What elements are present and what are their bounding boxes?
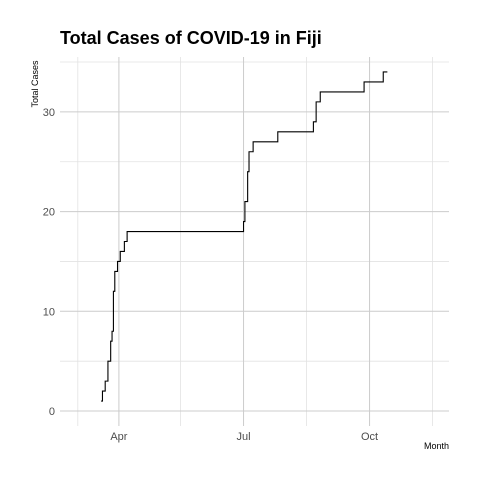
y-tick-label: 20 (43, 207, 55, 219)
y-tick-label: 30 (43, 107, 55, 119)
chart-title: Total Cases of COVID-19 in Fiji (60, 28, 322, 48)
x-axis-label: Month (424, 441, 449, 451)
y-axis-label: Total Cases (30, 60, 40, 108)
y-tick-label: 10 (43, 306, 55, 318)
x-tick-label: Apr (110, 431, 127, 443)
x-tick-label: Oct (361, 431, 378, 443)
y-tick-label: 0 (49, 406, 55, 418)
series-line-total-cases (101, 71, 388, 402)
y-axis: 0 10 20 30 (43, 107, 55, 418)
x-axis: Apr Jul Oct (110, 431, 378, 443)
grid (60, 57, 449, 426)
x-tick-label: Jul (237, 431, 251, 443)
